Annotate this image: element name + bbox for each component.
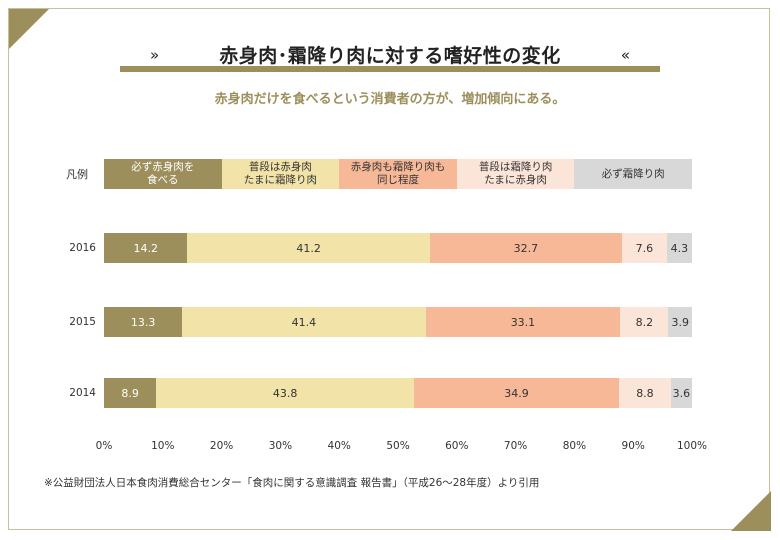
bar-segment: 3.9 <box>668 307 692 337</box>
bar-segment: 13.3 <box>104 307 183 337</box>
source-note: ※公益財団法人日本食肉消費総合センター「食肉に関する意識調査 報告書」（平成26… <box>44 477 540 489</box>
x-tick-label: 60% <box>445 440 469 452</box>
bar-segment: 3.6 <box>670 378 692 408</box>
bar-segment: 4.3 <box>666 233 692 263</box>
x-tick-label: 0% <box>95 440 113 452</box>
bar-segment: 14.2 <box>104 233 188 263</box>
x-tick-label: 20% <box>209 440 234 452</box>
bar-segment: 8.9 <box>104 378 157 408</box>
legend-label: 凡例 <box>66 168 88 181</box>
x-tick-label: 40% <box>327 440 351 452</box>
bar-segment: 8.8 <box>619 378 671 408</box>
x-tick-label: 100% <box>676 440 708 452</box>
legend-item-1: 必ず赤身肉を 食べる <box>104 159 222 189</box>
x-tick-label: 50% <box>386 440 410 452</box>
corner-decoration-bottom-right <box>731 491 771 531</box>
title-underline <box>120 66 660 72</box>
bar-segment: 7.6 <box>622 233 667 263</box>
corner-decoration-top-left <box>9 9 49 49</box>
x-tick-label: 70% <box>503 440 528 452</box>
x-tick-label: 90% <box>621 440 645 452</box>
chevron-right-icon: » <box>150 46 160 64</box>
chart-title: 赤身肉･霜降り肉に対する嗜好性の変化 <box>219 44 561 67</box>
chart-subtitle: 赤身肉だけを食べるという消費者の方が、増加傾向にある。 <box>214 92 566 107</box>
legend-item-3: 赤身肉も霜降り肉も 同じ程度 <box>339 159 457 189</box>
legend-item-4: 普段は霜降り肉 たまに赤身肉 <box>456 159 575 189</box>
legend-item-2: 普段は赤身肉 たまに霜降り肉 <box>221 159 340 189</box>
chart-frame <box>8 8 770 530</box>
title-row: » 赤身肉･霜降り肉に対する嗜好性の変化 « <box>120 40 660 68</box>
x-tick-label: 80% <box>562 440 587 452</box>
x-tick-label: 10% <box>151 440 175 452</box>
x-tick-label: 30% <box>268 440 293 452</box>
chevron-left-icon: « <box>620 46 630 64</box>
bar-segment: 34.9 <box>413 378 620 408</box>
year-label: 2015 <box>69 316 96 328</box>
bar-segment: 8.2 <box>620 307 669 337</box>
year-label: 2016 <box>69 242 96 254</box>
bar-segment: 41.2 <box>187 233 430 263</box>
bar-segment: 41.4 <box>182 307 426 337</box>
year-label: 2014 <box>69 387 96 399</box>
bar-segment: 33.1 <box>425 307 621 337</box>
bar-segment: 43.8 <box>156 378 414 408</box>
bar-segment: 32.7 <box>429 233 623 263</box>
legend-item-5: 必ず霜降り肉 <box>574 159 692 189</box>
